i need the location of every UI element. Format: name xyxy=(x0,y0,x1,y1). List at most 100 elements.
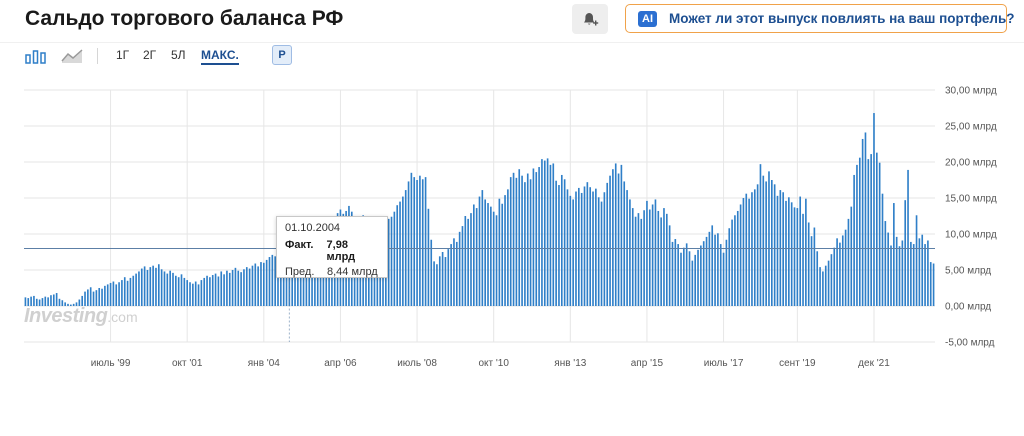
bar xyxy=(172,272,174,306)
tooltip-forecast-value: 8,44 млрд xyxy=(327,266,378,278)
bar xyxy=(209,277,211,306)
ai-badge: AI xyxy=(638,10,657,27)
bar-chart-toggle[interactable] xyxy=(24,46,48,66)
bar xyxy=(853,174,855,306)
range-1y-button[interactable]: 1Г xyxy=(116,48,130,62)
add-alert-button[interactable] xyxy=(572,4,608,34)
bar xyxy=(751,192,753,306)
y-tick-label: 25,00 млрд xyxy=(945,122,997,133)
bar xyxy=(884,221,887,306)
bar xyxy=(271,254,274,306)
x-tick-label: сент '19 xyxy=(779,358,816,369)
bar xyxy=(501,203,504,306)
bar xyxy=(898,246,901,306)
bar xyxy=(535,172,538,306)
bar xyxy=(524,182,526,306)
bar xyxy=(41,298,44,306)
bar xyxy=(512,172,515,306)
bar xyxy=(739,204,742,306)
bar xyxy=(813,227,816,306)
bar xyxy=(665,213,668,306)
bar xyxy=(623,181,626,306)
bar xyxy=(844,229,847,306)
bar xyxy=(609,175,611,306)
bar xyxy=(192,283,194,306)
tooltip-actual-row: Факт. 7,98 млрд xyxy=(285,239,379,263)
bar xyxy=(691,260,694,306)
bar xyxy=(620,164,623,306)
range-2y-button[interactable]: 2Г xyxy=(143,48,157,62)
bar xyxy=(532,168,535,306)
area-chart-toggle[interactable] xyxy=(60,46,84,66)
bar xyxy=(89,287,92,306)
bar xyxy=(163,271,166,306)
bar xyxy=(245,267,248,306)
bar xyxy=(773,184,776,306)
bar xyxy=(779,190,782,306)
bell-plus-icon xyxy=(584,13,599,26)
bar xyxy=(419,175,421,306)
bar xyxy=(722,252,725,306)
bar xyxy=(55,293,58,306)
bar xyxy=(183,277,186,306)
bar xyxy=(799,196,802,306)
bar xyxy=(251,265,254,306)
x-tick-label: дек '21 xyxy=(858,358,890,369)
bar xyxy=(563,179,566,306)
bar xyxy=(402,196,404,306)
bar xyxy=(606,182,609,306)
currency-toggle-button[interactable]: Р xyxy=(272,45,292,65)
bar xyxy=(504,195,506,306)
bar xyxy=(822,271,824,306)
bar xyxy=(612,169,614,306)
toolbar-divider xyxy=(0,42,1024,43)
bar xyxy=(427,208,430,306)
bar xyxy=(878,162,881,306)
bar xyxy=(924,244,926,306)
y-tick-label: 0,00 млрд xyxy=(945,302,991,313)
bar xyxy=(819,267,821,306)
bar xyxy=(38,299,41,306)
ai-portfolio-prompt[interactable]: AI Может ли этот выпуск повлиять на ваш … xyxy=(625,4,1015,33)
bar xyxy=(742,198,745,306)
bar xyxy=(129,277,132,306)
bar xyxy=(277,253,279,306)
bar xyxy=(436,264,438,306)
bar xyxy=(481,190,484,306)
bar xyxy=(441,252,444,306)
bar xyxy=(285,250,288,306)
bar xyxy=(387,218,390,306)
bar xyxy=(560,174,563,306)
bar xyxy=(634,216,637,306)
bar xyxy=(816,251,819,306)
bar xyxy=(268,257,271,306)
range-5y-button[interactable]: 5Л xyxy=(171,48,186,62)
bar xyxy=(421,179,424,306)
bar xyxy=(867,159,870,306)
bar xyxy=(668,225,671,306)
bar xyxy=(254,263,257,306)
bar xyxy=(399,201,401,306)
bar xyxy=(206,275,208,306)
bar xyxy=(189,282,191,306)
bar xyxy=(617,173,620,306)
bar xyxy=(52,294,55,306)
bar xyxy=(177,277,180,306)
tooltip-actual-label: Факт. xyxy=(285,239,314,251)
bar xyxy=(578,187,580,306)
bar xyxy=(688,251,691,306)
bar xyxy=(589,187,592,306)
range-max-button[interactable]: МАКС. xyxy=(201,48,239,65)
bar xyxy=(81,295,83,306)
bar xyxy=(566,189,569,306)
bar xyxy=(702,241,705,306)
bar xyxy=(671,241,674,306)
bar xyxy=(904,200,907,306)
bar xyxy=(393,211,396,306)
bar xyxy=(790,202,793,306)
y-tick-label: -5,00 млрд xyxy=(945,338,995,349)
bar xyxy=(470,213,472,306)
bar xyxy=(768,171,770,306)
y-axis: 30,00 млрд 25,00 млрд 20,00 млрд 15,00 млрд… xyxy=(945,86,997,349)
bar xyxy=(802,213,804,306)
